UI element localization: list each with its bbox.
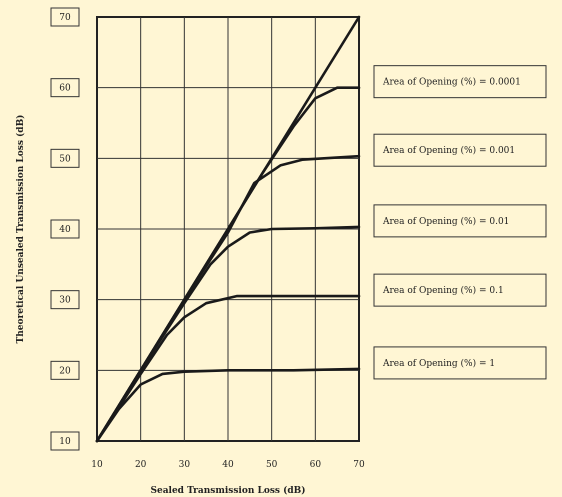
x-tick-label: 60 [310, 460, 322, 470]
y-tick-label: 10 [59, 437, 71, 447]
y-tick-box [50, 431, 80, 451]
legend-box [373, 273, 547, 307]
legend-label: Area of Opening (%) = 1 [382, 358, 495, 369]
y-tick-label: 60 [59, 84, 71, 94]
legend-label: Area of Opening (%) = 0.01 [382, 216, 509, 227]
legend: Area of Opening (%) = 0.0001 Area of Open… [373, 65, 547, 380]
y-tick-box [50, 78, 80, 98]
legend-label: Area of Opening (%) = 0.1 [382, 285, 504, 296]
legend-box [373, 204, 547, 238]
legend-box [373, 65, 547, 99]
series-line-4 [95, 294, 361, 443]
y-tick-box [50, 360, 80, 380]
legend-box [373, 346, 547, 380]
x-tick-label: 50 [266, 460, 278, 470]
legend-label: Area of Opening (%) = 0.0001 [382, 77, 521, 88]
y-axis-title: Theoretical Unsealed Transmission Loss (… [15, 115, 26, 344]
x-tick-label: 10 [91, 460, 103, 470]
series-lines [95, 15, 361, 443]
y-tick-box [50, 219, 80, 239]
series-line-5 [95, 367, 361, 443]
y-tick-label: 70 [59, 13, 71, 23]
y-tick-box [50, 7, 80, 27]
legend-box [373, 133, 547, 167]
series-line-3 [95, 225, 361, 443]
y-tick-label: 50 [59, 154, 71, 164]
legend-label: Area of Opening (%) = 0.001 [382, 145, 515, 156]
y-tick-labels: 10 20 30 40 50 60 70 [50, 7, 80, 451]
x-tick-label: 30 [179, 460, 191, 470]
x-tick-label: 40 [222, 460, 234, 470]
x-tick-label: 70 [353, 460, 365, 470]
y-tick-label: 30 [59, 296, 71, 306]
y-tick-label: 20 [59, 366, 71, 376]
x-tick-labels: 10 20 30 40 50 60 70 [91, 460, 365, 470]
y-tick-label: 40 [59, 225, 71, 235]
y-tick-box [50, 148, 80, 168]
x-tick-label: 20 [135, 460, 147, 470]
x-axis-title: Sealed Transmission Loss (dB) [150, 485, 305, 496]
y-tick-box [50, 290, 80, 310]
